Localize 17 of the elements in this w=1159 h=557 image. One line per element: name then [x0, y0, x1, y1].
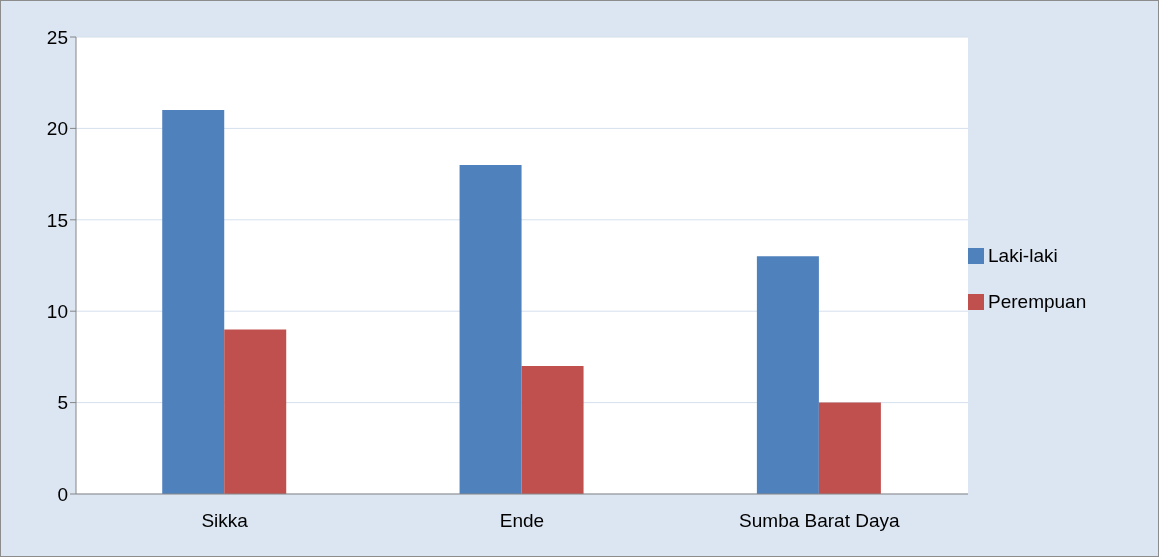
- bar: [224, 329, 287, 494]
- x-tick-label: Sumba Barat Daya: [739, 510, 901, 532]
- y-tick-label: 25: [46, 26, 68, 48]
- bar: [459, 164, 522, 494]
- y-tick-label: 0: [57, 483, 68, 505]
- bar: [162, 110, 225, 494]
- y-tick-label: 5: [57, 392, 68, 414]
- x-tick-label: Ende: [499, 510, 545, 532]
- y-tick-label: 10: [46, 300, 68, 322]
- legend-label: Perempuan: [988, 290, 1087, 312]
- bar: [756, 256, 819, 494]
- legend-label: Laki-laki: [988, 244, 1058, 266]
- x-tick-label: Sikka: [201, 510, 249, 532]
- y-tick-label: 20: [46, 118, 68, 140]
- y-tick-label: 15: [46, 209, 68, 231]
- bar: [521, 366, 584, 494]
- bar: [818, 402, 881, 494]
